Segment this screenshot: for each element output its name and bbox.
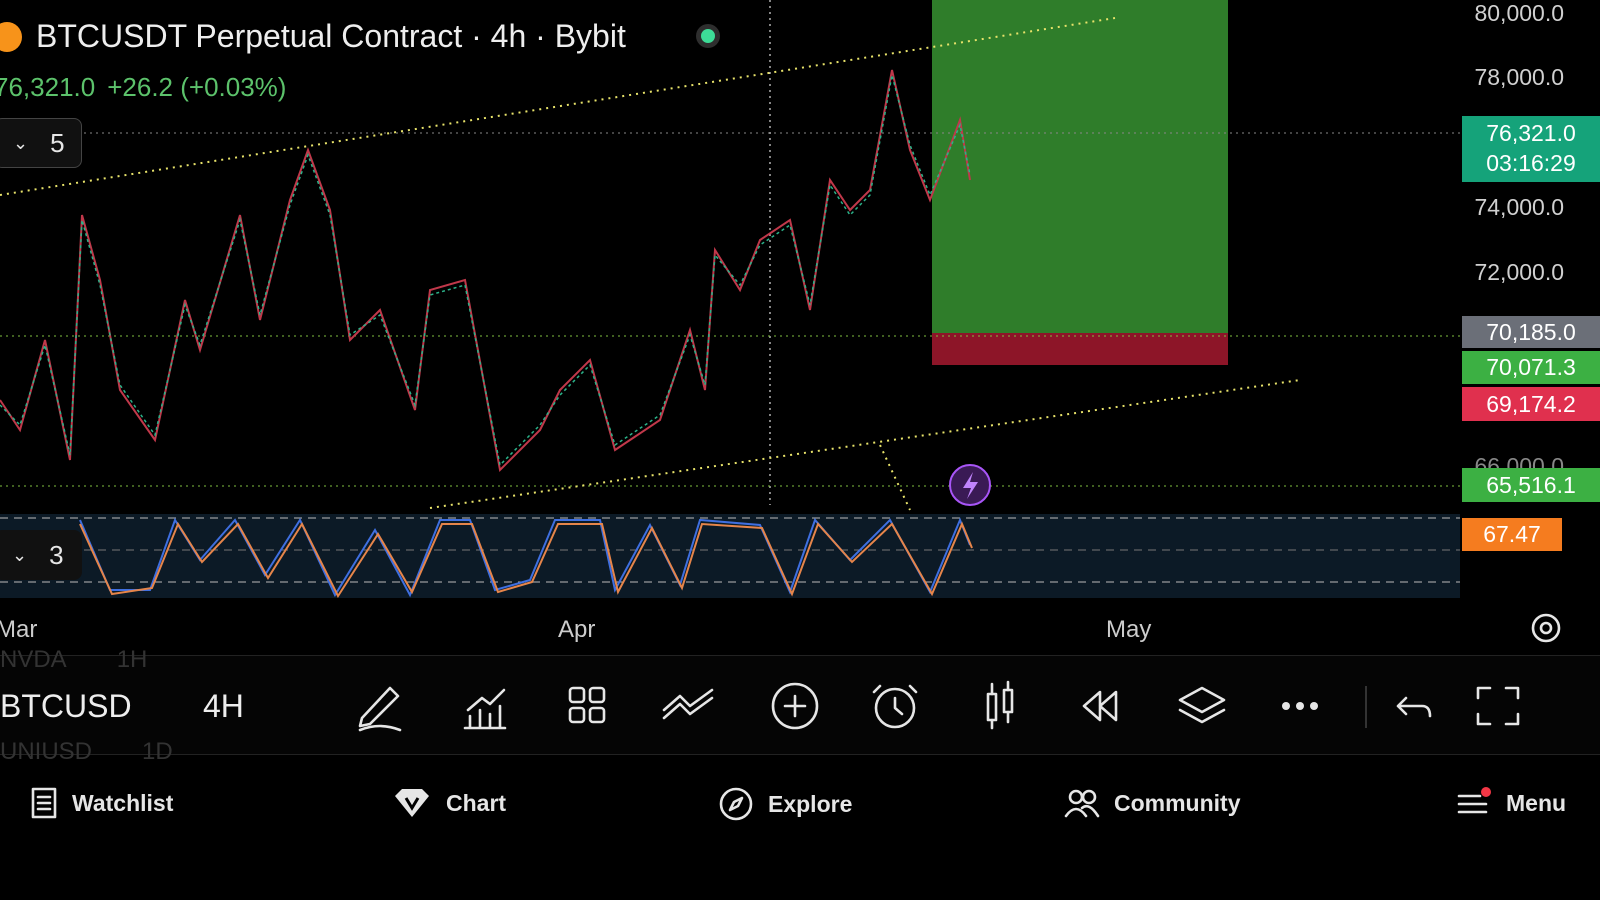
last-price: 76,321.0	[0, 72, 96, 102]
draw-icon[interactable]	[358, 686, 402, 732]
price-row: 76,321.0 +26.2 (+0.03%)	[0, 72, 286, 103]
status-ring	[696, 24, 720, 48]
toolbar-icons	[358, 680, 1520, 732]
indicator-count: 5	[50, 127, 65, 158]
menu-icon	[1457, 787, 1491, 814]
oscillator-pane	[0, 514, 1460, 598]
nav-label: Chart	[446, 789, 507, 816]
explore-icon	[719, 787, 753, 821]
layouts-icon[interactable]	[568, 686, 606, 724]
undo-icon[interactable]	[1396, 696, 1432, 718]
price-tag: 65,516.1	[1462, 468, 1600, 502]
trendline	[429, 379, 1301, 509]
profit-zone	[932, 0, 1228, 333]
add-icon[interactable]	[771, 682, 819, 730]
nav-item[interactable]: Watchlist	[30, 786, 173, 820]
nav-label: Community	[1114, 789, 1241, 816]
ghost-symbol: NVDA	[0, 646, 67, 673]
ghost-symbol: UNIUSD	[0, 738, 93, 765]
replay-icon[interactable]	[1082, 690, 1118, 722]
toolbar-interval[interactable]: 4H	[203, 688, 244, 724]
fullscreen-icon[interactable]	[1476, 686, 1520, 726]
oscillator-tag: 67.47	[1462, 518, 1562, 551]
indicator-toggle[interactable]: ⌄ 3	[0, 530, 82, 580]
settings-icon-core	[1539, 621, 1553, 635]
compare-icon[interactable]	[662, 688, 714, 720]
indicators-icon[interactable]	[463, 688, 507, 730]
nav-item[interactable]: Community	[1064, 786, 1241, 820]
price-axis-label: 80,000.0	[1474, 0, 1564, 26]
tag-price: 76,321.0	[1486, 120, 1576, 146]
chevron: ⌄	[13, 132, 29, 153]
chart-canvas	[0, 0, 1561, 643]
symbol-title: BTCUSDT Perpetual Contract · 4h · Bybit	[36, 18, 626, 54]
alert-icon[interactable]	[872, 684, 918, 729]
layers-icon[interactable]	[1178, 686, 1226, 724]
ghost-interval: 1D	[142, 738, 173, 765]
toolbar-symbol[interactable]: BTCUSD	[0, 688, 132, 724]
indicator-toggle[interactable]: ⌄ 5	[0, 118, 82, 168]
nav-label: Watchlist	[72, 789, 174, 816]
chart-icon	[395, 789, 429, 817]
trendline	[879, 444, 911, 511]
nav-label: Menu	[1506, 789, 1567, 816]
time-label: Apr	[558, 616, 596, 643]
time-label: Mar	[0, 616, 38, 643]
watchlist-icon	[31, 787, 57, 819]
chart-type-icon[interactable]	[986, 680, 1014, 730]
price-axis-label: 72,000.0	[1474, 259, 1564, 285]
bolt-icon	[963, 472, 978, 499]
ghost-interval: 1H	[116, 646, 148, 673]
indicator-count: 3	[49, 539, 64, 570]
more-icon[interactable]	[1282, 702, 1318, 710]
nav-label: Explore	[768, 790, 853, 817]
nav-item[interactable]: Chart	[392, 786, 506, 820]
community-icon	[1064, 789, 1100, 818]
price-change: +26.2 (+0.03%)	[107, 72, 287, 102]
nav-item[interactable]: Explore	[718, 786, 852, 822]
price-series	[0, 69, 971, 473]
price-tag: 70,185.0	[1462, 316, 1600, 348]
nav-item[interactable]: Menu	[1456, 786, 1566, 820]
loss-zone	[932, 333, 1228, 365]
oscillator-series	[79, 521, 973, 599]
last-price-tag: 76,321.0 03:16:29	[1462, 116, 1600, 182]
time-label: May	[1106, 616, 1152, 643]
price-axis-label: 74,000.0	[1474, 194, 1564, 220]
price-axis-label: 78,000.0	[1474, 64, 1564, 90]
coin-icon	[0, 22, 22, 52]
price-tag: 70,071.3	[1462, 351, 1600, 384]
tag-countdown: 03:16:29	[1486, 150, 1576, 176]
ghost-row: UNIUSD 1D	[0, 738, 173, 766]
chevron: ⌄	[12, 544, 28, 565]
ghost-row: NVDA 1H	[0, 646, 147, 674]
price-tag: 69,174.2	[1462, 387, 1600, 421]
settings-icon[interactable]	[1531, 613, 1561, 643]
